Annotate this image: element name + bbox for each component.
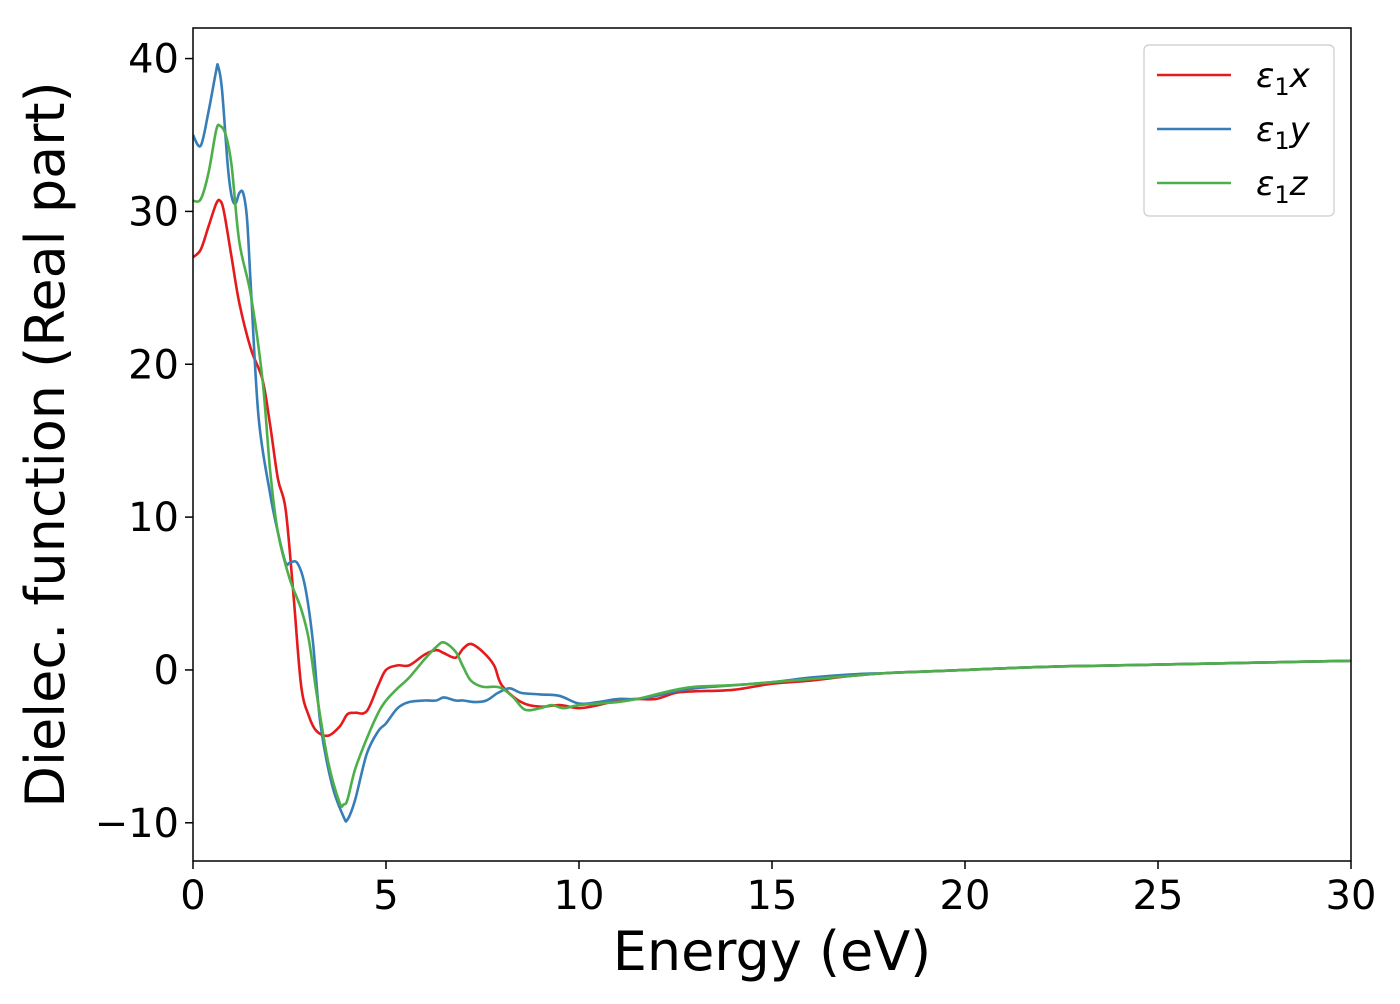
y-tick-label: 30: [128, 189, 179, 235]
y-tick-label: 20: [128, 342, 179, 388]
series-layer: [193, 63, 1351, 823]
x-axis-label: Energy (eV): [613, 920, 932, 983]
legend-label-x: ε1x: [1256, 56, 1311, 101]
x-tick-label: 30: [1326, 873, 1377, 919]
x-tick-label: 25: [1133, 873, 1184, 919]
legend: ε1x ε1y ε1z: [1143, 44, 1335, 217]
series-line-z: [193, 123, 1351, 808]
y-axis-label: Dielec. function (Real part): [14, 81, 77, 807]
y-tick-label: 40: [128, 37, 179, 83]
legend-label-z: ε1z: [1256, 164, 1309, 209]
y-tick-label: 0: [154, 648, 179, 694]
y-tick-label: 10: [128, 495, 179, 541]
y-tick-label: −10: [95, 801, 179, 847]
x-tick-label: 10: [554, 873, 605, 919]
legend-label-y: ε1y: [1256, 110, 1311, 155]
x-tick-label: 20: [940, 873, 991, 919]
x-tick-label: 0: [180, 873, 205, 919]
x-tick-label: 5: [373, 873, 398, 919]
legend-box: [1143, 44, 1335, 217]
series-line-x: [193, 198, 1351, 738]
x-tick-label: 15: [747, 873, 798, 919]
y-axis-ticks: −10 0 10 20 30 40: [95, 37, 193, 847]
x-axis-ticks: 0 5 10 15 20 25 30: [180, 861, 1376, 919]
